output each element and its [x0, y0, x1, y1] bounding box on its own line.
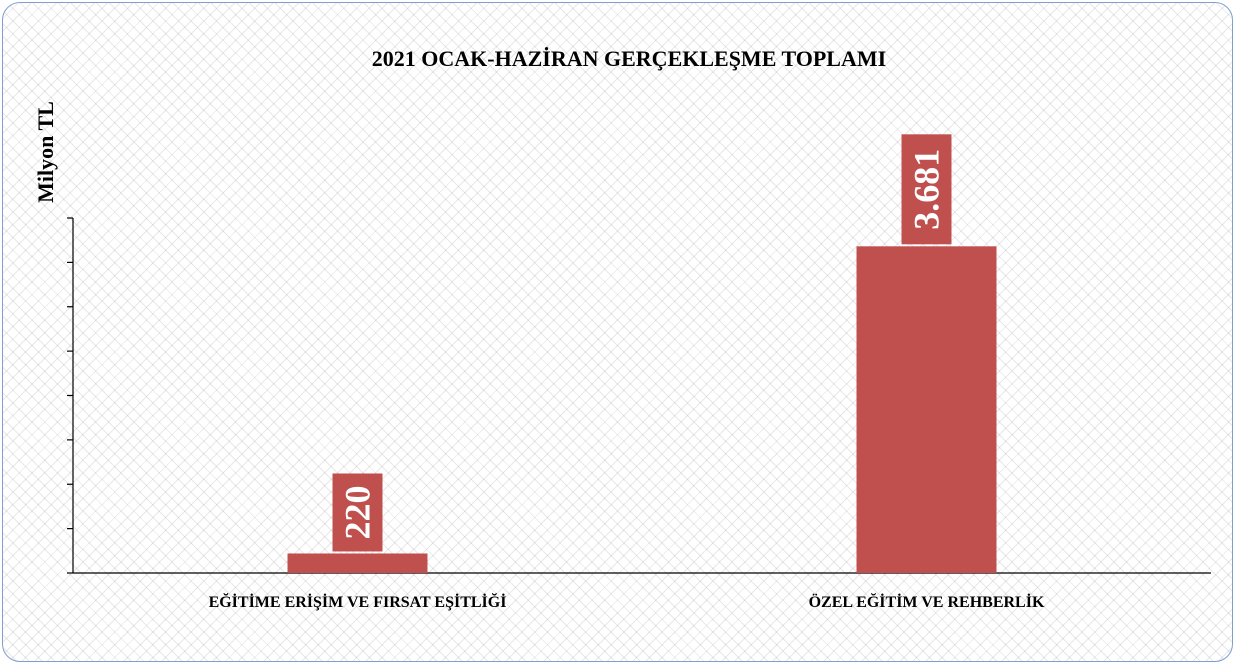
axes	[67, 217, 1211, 574]
x-tick-label: EĞİTİME ERİŞİM VE FIRSAT EŞİTLİĞİ	[209, 592, 507, 611]
data-label: 3.681	[907, 149, 947, 230]
data-labels: 220 3.681	[332, 134, 952, 552]
x-tick-labels: EĞİTİME ERİŞİM VE FIRSAT EŞİTLİĞİ ÖZEL EĞ…	[209, 592, 1045, 611]
bar	[856, 246, 997, 573]
data-label-box	[332, 473, 383, 552]
data-label: 220	[338, 485, 378, 539]
chart-title: 2021 OCAK-HAZİRAN GERÇEKLEŞME TOPLAMI	[372, 46, 886, 71]
bars	[287, 246, 997, 573]
y-axis-label: Milyon TL	[33, 101, 58, 203]
x-tick-label: ÖZEL EĞİTİM VE REHBERLİK	[809, 592, 1045, 611]
data-label-box	[901, 134, 952, 245]
bar	[287, 553, 428, 573]
